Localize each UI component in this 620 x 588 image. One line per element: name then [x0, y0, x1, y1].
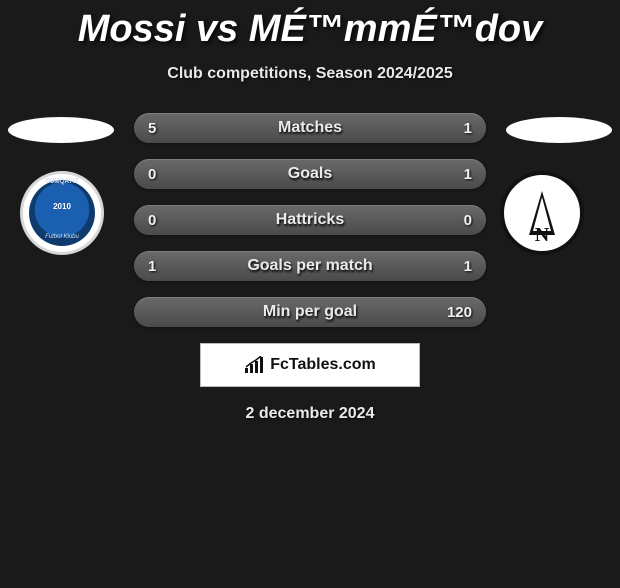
stat-label: Hattricks — [192, 211, 428, 229]
stat-label: Goals — [192, 165, 428, 183]
watermark: FcTables.com — [200, 343, 420, 387]
subtitle: Club competitions, Season 2024/2025 — [0, 65, 620, 83]
left-badge-bottom-text: Futbol Klubu — [29, 234, 95, 240]
stat-label: Matches — [192, 119, 428, 137]
right-badge-letter: N — [535, 224, 549, 247]
stat-row: 0 Goals 1 — [134, 159, 486, 189]
stat-left-value: 5 — [134, 120, 192, 137]
stat-right-value: 0 — [428, 212, 486, 229]
date: 2 december 2024 — [0, 405, 620, 423]
left-badge-top-text: SUMQAYIT — [32, 178, 91, 185]
left-badge-year: 2010 — [29, 202, 95, 211]
stat-left-value: 0 — [134, 212, 192, 229]
page-title: Mossi vs MÉ™mmÉ™dov — [0, 8, 620, 51]
stat-label: Goals per match — [192, 257, 428, 275]
right-ellipse — [506, 117, 612, 143]
stat-row: Min per goal 120 — [134, 297, 486, 327]
stat-right-value: 1 — [428, 258, 486, 275]
stat-label: Min per goal — [192, 303, 428, 321]
stat-right-value: 120 — [428, 304, 486, 321]
stat-left-value: 1 — [134, 258, 192, 275]
comparison-content: SUMQAYIT 2010 Futbol Klubu N 5 Matches 1… — [0, 113, 620, 423]
chart-icon — [244, 356, 266, 374]
left-ellipse — [8, 117, 114, 143]
stat-row: 5 Matches 1 — [134, 113, 486, 143]
stat-right-value: 1 — [428, 120, 486, 137]
stat-left-value: 0 — [134, 166, 192, 183]
right-team-badge: N — [500, 171, 600, 261]
left-team-badge: SUMQAYIT 2010 Futbol Klubu — [20, 171, 120, 261]
watermark-text: FcTables.com — [270, 356, 376, 374]
stat-row: 1 Goals per match 1 — [134, 251, 486, 281]
stat-right-value: 1 — [428, 166, 486, 183]
stat-row: 0 Hattricks 0 — [134, 205, 486, 235]
stats-rows: 5 Matches 1 0 Goals 1 0 Hattricks 0 1 Go… — [134, 113, 486, 327]
